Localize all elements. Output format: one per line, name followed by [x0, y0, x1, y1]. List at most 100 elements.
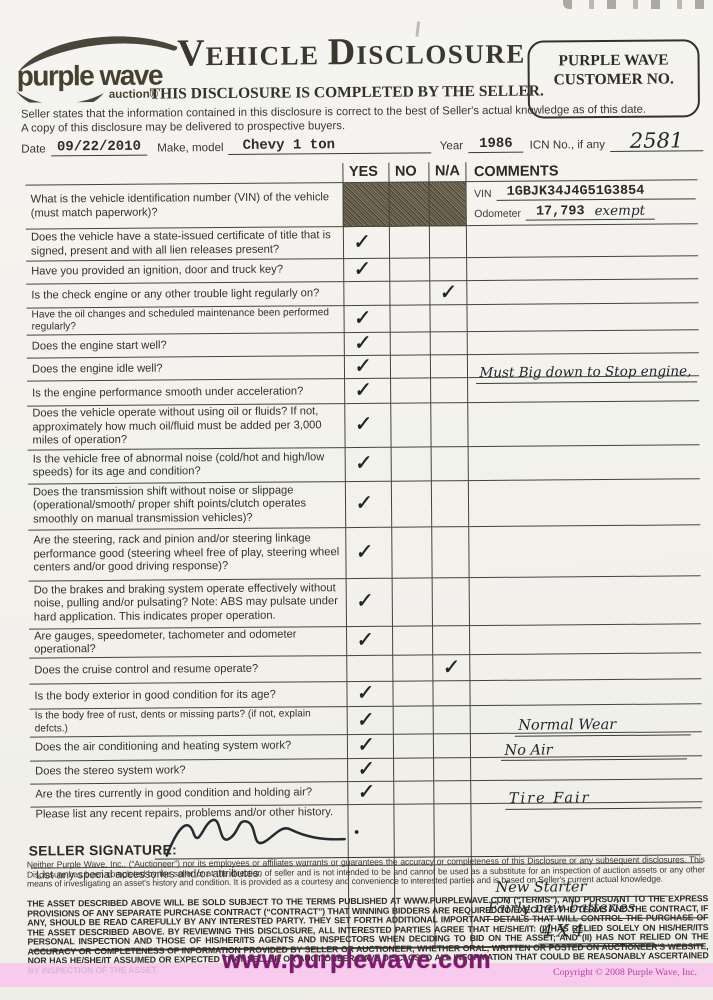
table-row: Are the steering, rack and pinion and/or… — [28, 524, 701, 581]
checkmark-icon: ✓ — [356, 734, 375, 758]
yes-cell: ✓ — [347, 757, 394, 782]
purplewave-watermark: www.purplewave.com — [221, 946, 492, 974]
na-cell — [429, 257, 467, 281]
no-cell — [390, 446, 431, 481]
question-cell: Does the engine start well? — [26, 332, 344, 359]
checkmark-icon: ✓ — [352, 230, 371, 254]
question-text: Is the vehicle free of abnormal noise (c… — [32, 450, 325, 479]
question-cell: Are gauges, speedometer, tachometer and … — [28, 626, 347, 659]
year-value: 1986 — [468, 135, 524, 153]
question-cell: Are the steering, rack and pinion and/or… — [28, 527, 346, 581]
na-cell — [429, 354, 468, 379]
checkmark-icon: ✓ — [353, 413, 372, 437]
question-text: Is the check engine or any other trouble… — [31, 287, 320, 302]
question-text: Does the engine idle well? — [31, 362, 163, 376]
no-cell — [390, 378, 431, 404]
signature-section: SELLER SIGNATURE: — [29, 818, 701, 866]
table-row: Does the engine idle well? ✓ Must Big down… — [26, 353, 700, 385]
question-cell: Does the vehicle have a state-issued cer… — [25, 226, 344, 262]
question-text: Are the steering, rack and pinion and/or… — [33, 532, 340, 574]
yes-cell: ✓ — [343, 355, 391, 379]
yes-cell: ✓ — [344, 446, 391, 482]
yes-cell: ✓ — [344, 403, 391, 448]
title-text: ISCLOSURE — [356, 38, 526, 70]
date-label: Date — [21, 142, 46, 156]
title-initial: D — [327, 30, 357, 74]
field-value: 1GBJK34J4G51G3854 — [496, 183, 653, 201]
handwritten-comment: No Air — [500, 741, 687, 762]
yes-cell: ✓ — [343, 332, 390, 356]
comment-field: VIN 1GBJK34J4G51G3854 — [474, 183, 696, 201]
comment-cell — [468, 575, 701, 626]
question-text: Does the stereo system work? — [35, 764, 186, 778]
no-cell — [392, 733, 434, 758]
scan-artifact — [563, 0, 711, 9]
page-title: VEHICLE DISCLOSURE — [166, 29, 536, 76]
checkmark-icon: ✓ — [354, 452, 373, 475]
field-label: VIN — [474, 188, 492, 201]
comment-cell — [468, 524, 701, 578]
question-cell: Does the transmission shift without nois… — [27, 481, 346, 530]
comment-cell — [467, 401, 700, 447]
no-cell — [388, 225, 430, 259]
no-cell — [389, 304, 430, 333]
comment-cell — [466, 278, 699, 305]
no-cell — [391, 526, 432, 578]
question-cell: Is the body exterior in good condition f… — [29, 681, 347, 710]
no-cell — [389, 280, 430, 306]
question-cell: What is the vehicle identification numbe… — [25, 182, 343, 230]
no-cell — [388, 181, 429, 227]
na-cell — [431, 526, 469, 578]
comment-cell — [469, 679, 702, 707]
header-na: N/A — [428, 162, 466, 182]
no-cell — [392, 655, 433, 682]
na-cell — [433, 757, 471, 781]
comment-cell — [466, 330, 699, 355]
yes-cell: ✓ — [342, 226, 390, 259]
yes-cell: ✓ — [345, 577, 392, 627]
yes-cell: ✓ — [343, 258, 390, 282]
na-cell — [430, 480, 469, 527]
watermark-band — [0, 963, 713, 987]
yes-cell: ✓ — [346, 706, 393, 735]
question-text: Have the oil changes and scheduled maint… — [31, 307, 329, 333]
question-cell: Are the tires currently in good conditio… — [30, 781, 348, 807]
na-cell — [428, 181, 466, 226]
checkmark-icon: ✓ — [354, 540, 373, 564]
logo-auction-label: auction® — [109, 89, 159, 101]
na-cell — [432, 706, 470, 734]
question-text: Do the brakes and braking system operate… — [33, 582, 338, 624]
make-model-value: Chevy 1 ton — [228, 136, 432, 155]
header-question-cell — [25, 163, 343, 186]
question-cell: Does the engine idle well? — [26, 355, 345, 382]
no-cell — [392, 681, 433, 707]
checkmark-icon: ✓ — [353, 355, 372, 379]
question-text: Does the vehicle have a state-issued cer… — [30, 229, 331, 258]
comment-cell: VIN 1GBJK34J4G51G3854 Odometer 17,793 exempt — [465, 179, 698, 226]
na-cell — [430, 446, 468, 481]
handwritten-comment: 4X4 — [537, 921, 654, 945]
table-row: Does the vehicle operate without using o… — [27, 401, 700, 450]
logo-wordmark: purple wave — [17, 60, 164, 92]
no-cell — [393, 757, 434, 781]
comment-cell — [469, 653, 702, 682]
handwritten-comment: Tire Fair — [504, 789, 701, 810]
no-cell — [390, 480, 432, 527]
na-cell — [431, 577, 469, 626]
handwritten-comment: Normal Wear — [514, 716, 691, 737]
icn-label: ICN No., if any — [529, 137, 606, 152]
yes-cell — [343, 281, 390, 306]
comment-cell — [466, 302, 699, 332]
question-cell: Is the body free of rust, dents or missi… — [29, 706, 347, 737]
table-row: Is the vehicle free of abnormal noise (c… — [27, 444, 700, 484]
no-cell — [389, 355, 431, 379]
na-cell — [431, 625, 470, 656]
checkmark-icon: ✓ — [356, 682, 374, 706]
comment-cell — [468, 623, 702, 656]
copyright-notice: Copyright © 2008 Purple Wave, Inc. — [553, 967, 697, 978]
table-row: Do the brakes and braking system operate… — [28, 575, 701, 629]
checkmark-icon: ✓ — [355, 590, 374, 613]
table-row: What is the vehicle identification numbe… — [25, 179, 698, 230]
checkmark-icon: ✓ — [356, 757, 375, 781]
